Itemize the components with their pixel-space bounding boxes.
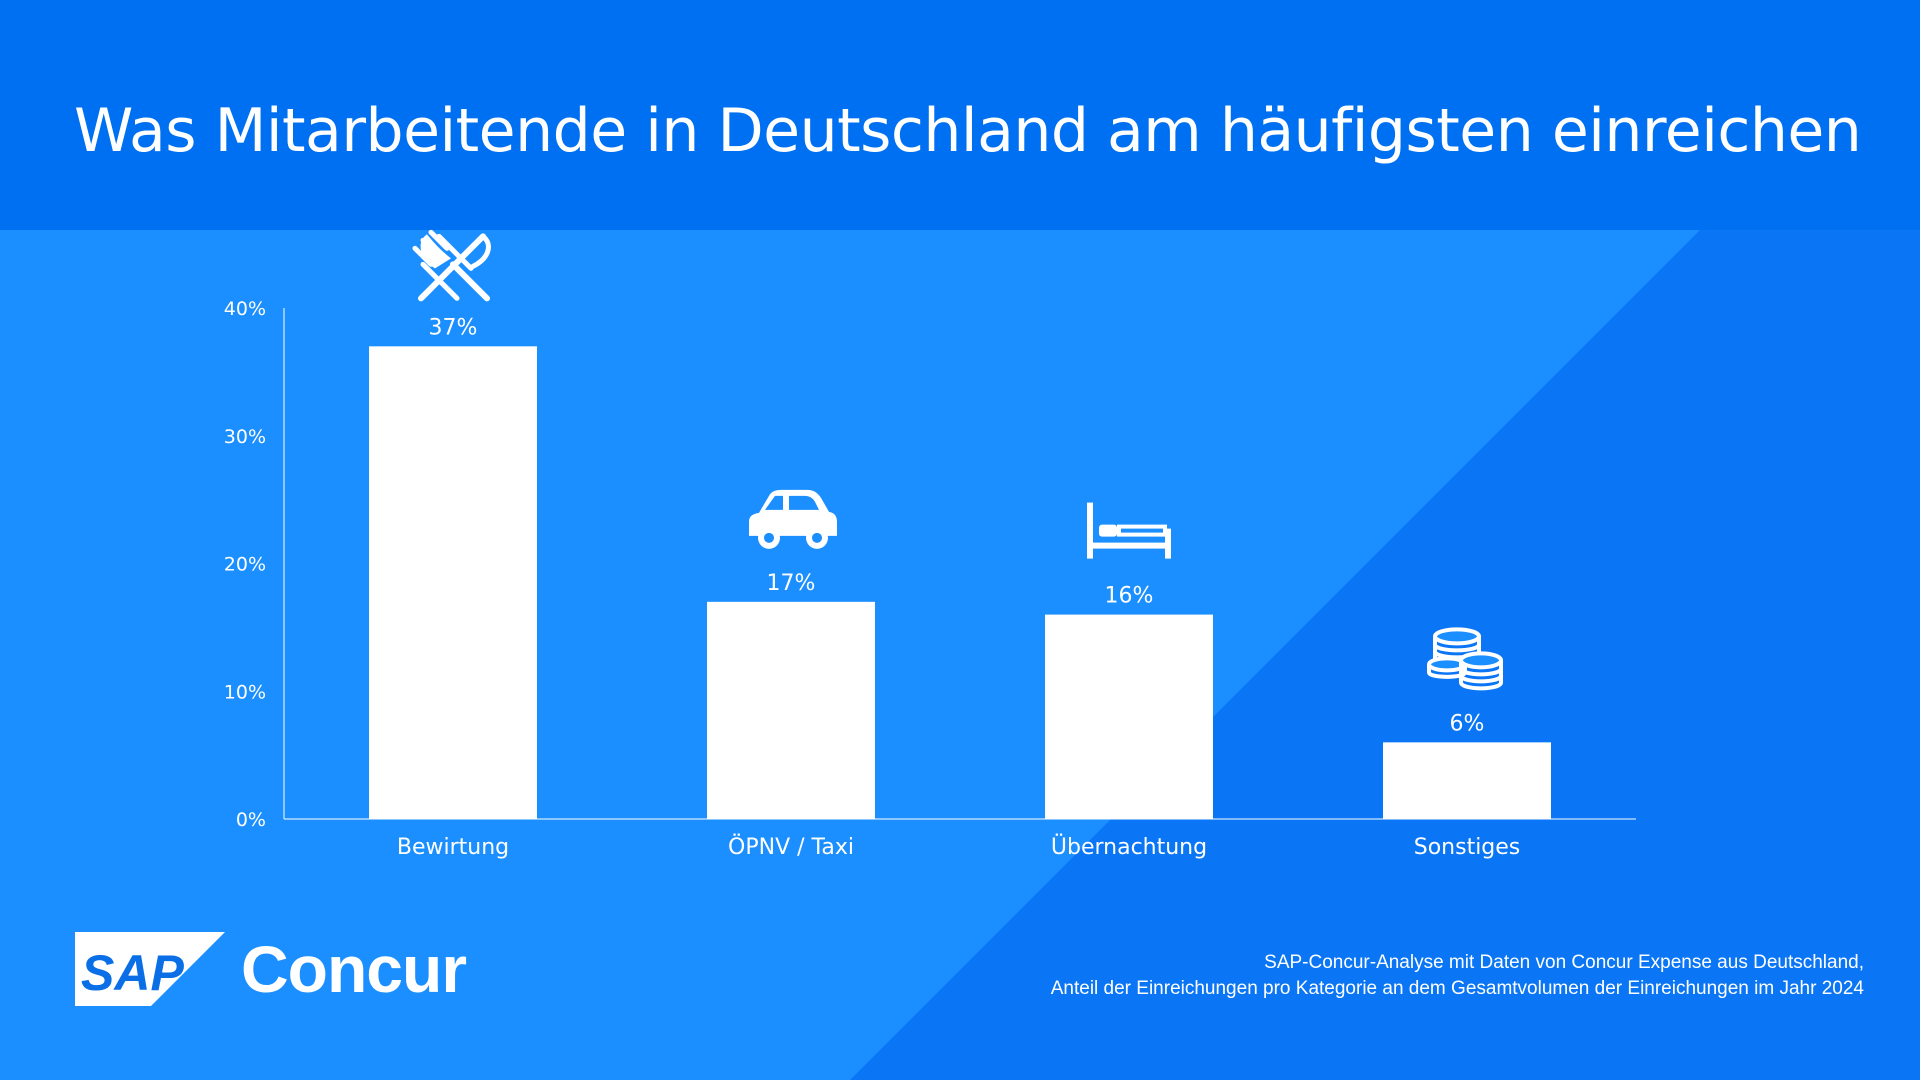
y-tick-label: 30% xyxy=(224,426,266,448)
y-tick-label: 10% xyxy=(224,681,266,703)
coins-icon xyxy=(1427,627,1503,691)
source-note: SAP-Concur-Analyse mit Daten von Concur … xyxy=(764,950,1864,1002)
y-tick-label: 40% xyxy=(224,298,266,320)
bed-icon xyxy=(1087,502,1171,559)
page-title: Was Mitarbeitende in Deutschland am häuf… xyxy=(74,96,1862,166)
y-tick-label: 0% xyxy=(236,809,266,831)
sap-logo-text: SAP xyxy=(81,945,184,1001)
y-tick-label: 20% xyxy=(224,554,266,576)
value-label: 6% xyxy=(1450,711,1485,736)
category-label: Bewirtung xyxy=(397,835,509,860)
background-diagonal xyxy=(850,230,1920,1080)
value-label: 37% xyxy=(429,315,478,340)
bar-4 xyxy=(1383,742,1551,819)
bar-1 xyxy=(369,346,537,819)
header-band xyxy=(0,0,1920,230)
category-label: Übernachtung xyxy=(1051,834,1207,860)
bar-3 xyxy=(1045,614,1213,819)
source-line-2: Anteil der Einreichungen pro Kategorie a… xyxy=(1050,978,1864,999)
bar-2 xyxy=(707,601,875,819)
fork-knife-icon xyxy=(412,229,491,302)
sap-logo-badge: SAP xyxy=(75,932,225,1006)
category-label: Sonstiges xyxy=(1414,835,1521,860)
sap-concur-logo: SAP Concur xyxy=(75,932,467,1006)
car-icon xyxy=(749,489,837,549)
concur-logo-text: Concur xyxy=(241,932,467,1006)
value-label: 17% xyxy=(767,571,816,596)
category-label: ÖPNV / Taxi xyxy=(728,834,854,860)
value-label: 16% xyxy=(1105,584,1154,609)
source-line-1: SAP-Concur-Analyse mit Daten von Concur … xyxy=(1264,952,1864,973)
